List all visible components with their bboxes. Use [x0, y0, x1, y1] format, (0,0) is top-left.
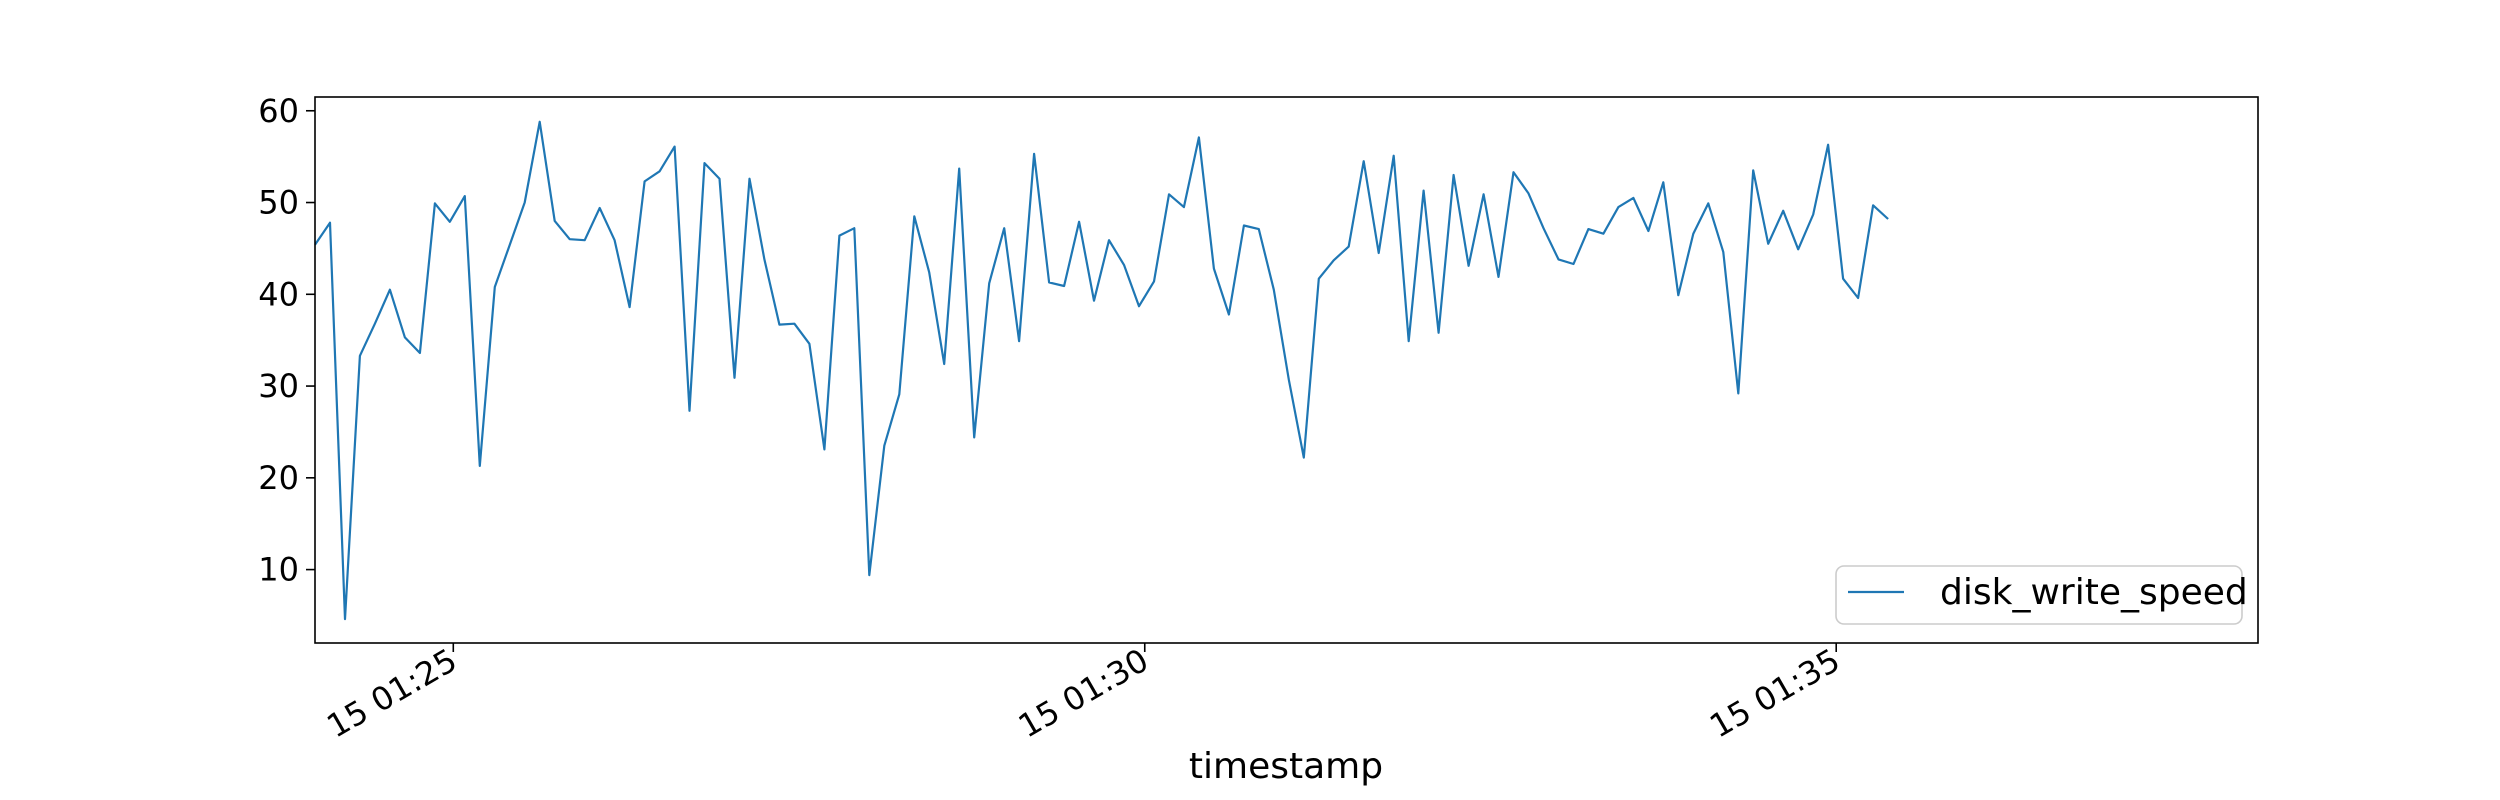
legend-box — [1835, 565, 2243, 625]
series-line-disk_write_speed — [314, 120, 1889, 621]
y-tick-label: 10 — [258, 551, 299, 589]
x-tick-label: 15 01:30 — [1012, 641, 1155, 745]
y-axis: 10 20 30 40 50 60 — [258, 92, 315, 589]
legend-label: disk_write_speed — [1940, 572, 2248, 613]
y-tick-label: 20 — [258, 459, 299, 497]
y-tick-label: 50 — [258, 184, 299, 222]
legend: disk_write_speed — [1835, 565, 2248, 625]
y-tick-label: 30 — [258, 367, 299, 405]
plot-frame — [314, 96, 2259, 644]
x-axis: 15 01:25 15 01:30 15 01:35 — [320, 641, 1846, 745]
y-tick-label: 40 — [258, 275, 299, 313]
x-tick-label: 15 01:25 — [320, 641, 463, 745]
x-tick-label: 15 01:35 — [1703, 641, 1846, 745]
series-layer — [314, 120, 1889, 621]
x-axis-title: timestamp — [1189, 746, 1383, 787]
y-tick-label: 60 — [258, 92, 299, 130]
